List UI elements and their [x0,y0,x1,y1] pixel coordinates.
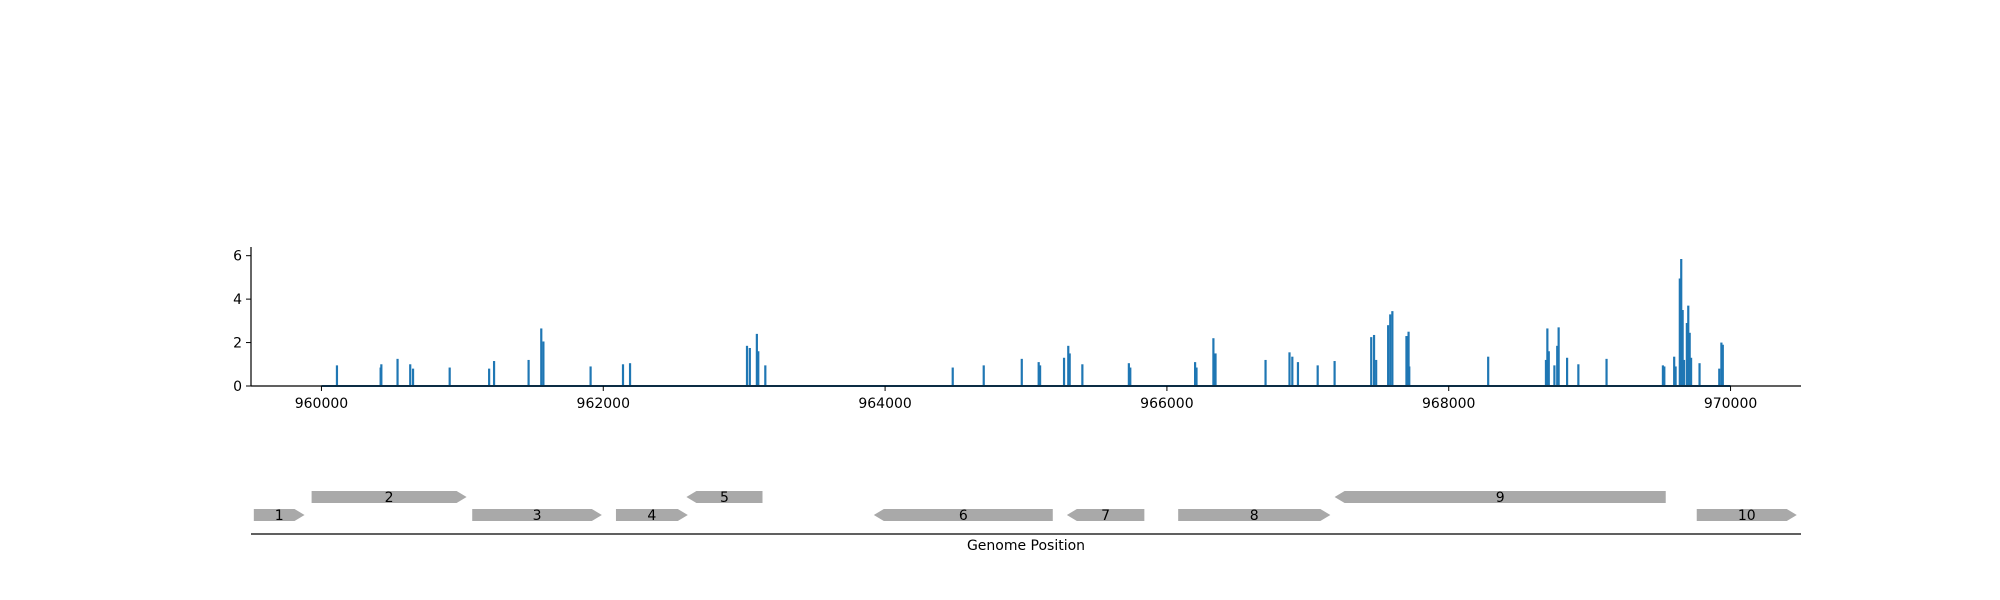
gene-label: 1 [275,508,284,524]
gene-7: 7 [1066,508,1145,524]
gene-arrow [253,509,305,521]
gene-arrow [311,491,467,503]
gene-arrow [1696,509,1797,521]
x-tick-label: 966000 [1140,396,1193,412]
gene-track: 1 2 3 4 5 6 7 8 9 10 Genome Position [251,490,1801,554]
gene-arrow [615,509,688,521]
gene-label: 6 [959,508,968,524]
gene-label: 5 [720,490,729,506]
gene-track-xlabel: Genome Position [967,538,1085,554]
gene-4: 4 [615,508,688,524]
gene-label: 8 [1250,508,1259,524]
coverage-plot: 960000 962000 964000 966000 968000 970000 0 2 4… [233,247,1801,412]
y-axis-ticks: 0 2 4 6 [233,249,251,395]
y-tick-label: 2 [233,336,242,352]
gene-3: 3 [472,508,602,524]
gene-arrow [1178,509,1331,521]
gene-arrow [873,509,1053,521]
x-tick-label: 968000 [1422,396,1475,412]
x-axis-ticks: 960000 962000 964000 966000 968000 970000 [295,386,1757,412]
gene-arrow [1066,509,1145,521]
gene-label: 3 [533,508,542,524]
gene-8: 8 [1178,508,1331,524]
x-tick-label: 962000 [577,396,630,412]
x-tick-label: 970000 [1704,396,1757,412]
gene-label: 4 [647,508,656,524]
gene-label: 10 [1738,508,1756,524]
gene-label: 7 [1101,508,1110,524]
gene-5: 5 [686,490,763,506]
gene-6: 6 [873,508,1053,524]
gene-2: 2 [311,490,467,506]
gene-10: 10 [1696,508,1797,524]
gene-arrow [1334,491,1666,503]
coverage-spikes [335,258,1724,386]
gene-label: 9 [1496,490,1505,506]
x-tick-label: 960000 [295,396,348,412]
x-tick-label: 964000 [858,396,911,412]
gene-1: 1 [253,508,305,524]
gene-label: 2 [385,490,394,506]
gene-arrows: 1 2 3 4 5 6 7 8 9 10 [253,490,1797,524]
y-tick-label: 0 [233,379,242,395]
gene-arrow [686,491,763,503]
gene-9: 9 [1334,490,1666,506]
y-tick-label: 4 [233,292,242,308]
gene-arrow [472,509,602,521]
y-tick-label: 6 [233,249,242,265]
